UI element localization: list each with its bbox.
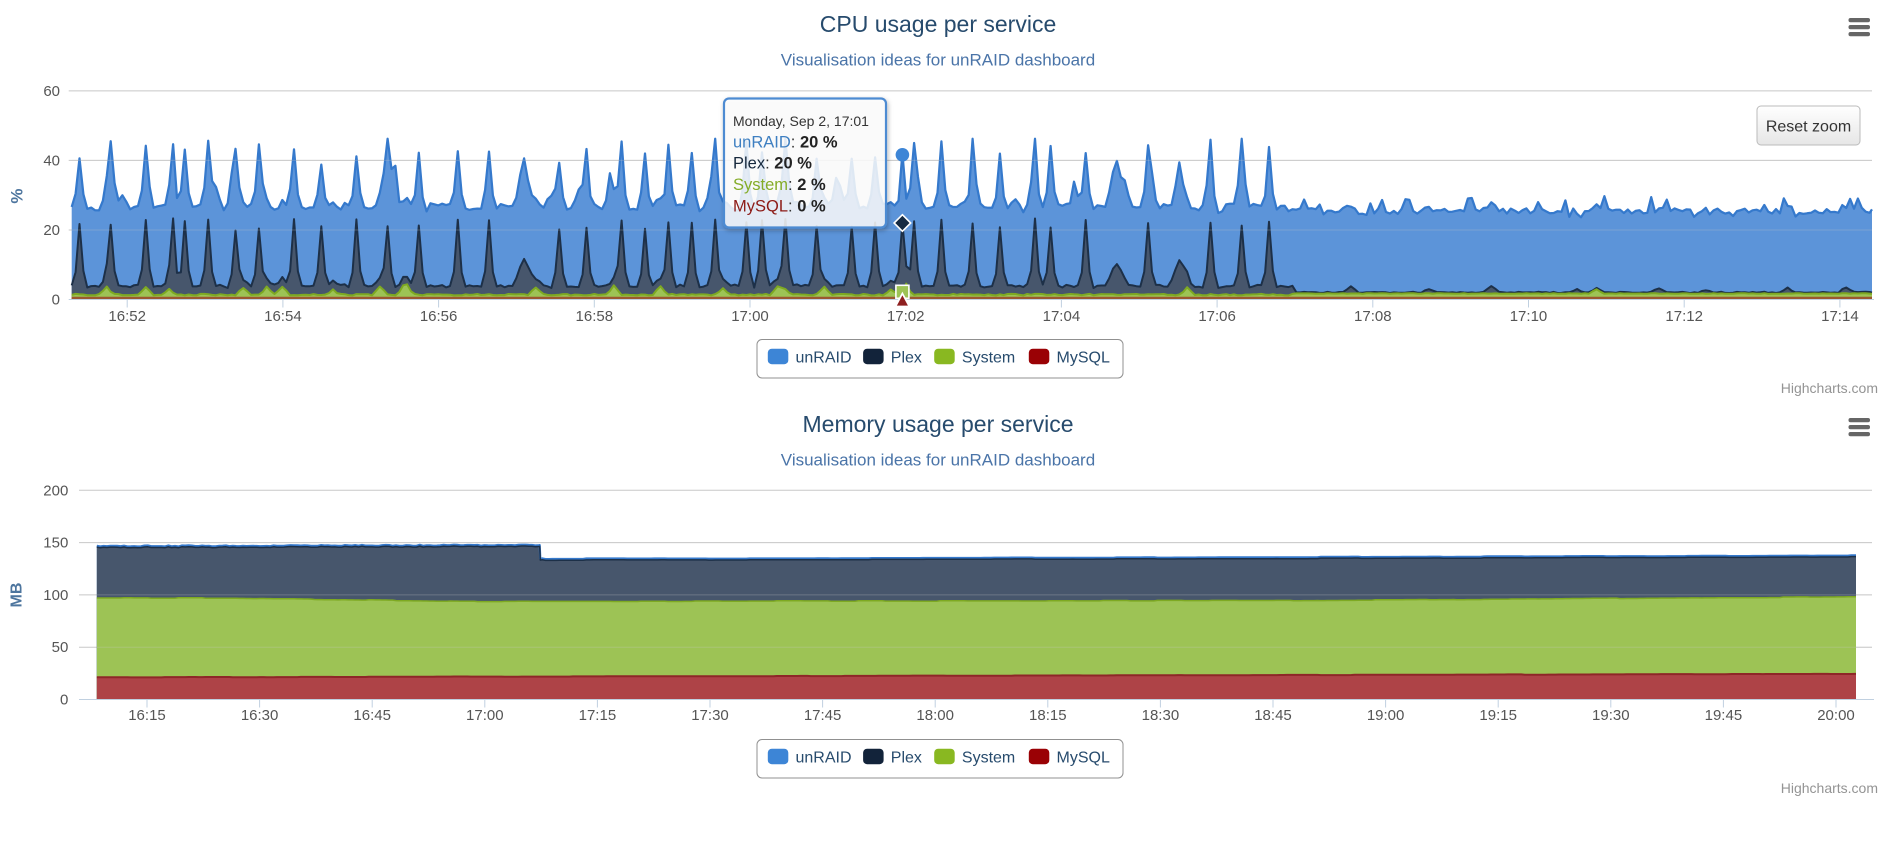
svg-text:40: 40 — [43, 152, 60, 169]
svg-text:17:30: 17:30 — [691, 707, 729, 724]
svg-text:Visualisation ideas for unRAID: Visualisation ideas for unRAID dashboard — [781, 451, 1095, 470]
svg-text:17:10: 17:10 — [1510, 308, 1548, 325]
svg-text:0: 0 — [60, 692, 68, 709]
svg-text:18:15: 18:15 — [1029, 707, 1067, 724]
svg-text:18:00: 18:00 — [916, 707, 954, 724]
svg-text:Plex: Plex — [891, 350, 922, 367]
svg-text:unRAID: unRAID — [796, 350, 852, 367]
svg-text:17:04: 17:04 — [1043, 308, 1081, 325]
svg-text:16:58: 16:58 — [576, 308, 614, 325]
svg-text:150: 150 — [43, 535, 68, 552]
svg-text:16:54: 16:54 — [264, 308, 302, 325]
svg-text:Visualisation ideas for unRAID: Visualisation ideas for unRAID dashboard — [781, 51, 1095, 70]
svg-text:MySQL: MySQL — [1057, 350, 1110, 367]
svg-text:16:30: 16:30 — [241, 707, 279, 724]
svg-text:System: System — [962, 350, 1015, 367]
svg-text:MB: MB — [9, 583, 26, 608]
svg-text:Monday, Sep 2, 17:01: Monday, Sep 2, 17:01 — [733, 113, 869, 129]
svg-text:unRAID: 20 %: unRAID: 20 % — [733, 134, 838, 152]
svg-text:Highcharts.com: Highcharts.com — [1781, 380, 1878, 396]
svg-text:CPU usage per service: CPU usage per service — [820, 11, 1057, 37]
svg-text:16:15: 16:15 — [128, 707, 166, 724]
svg-text:Highcharts.com: Highcharts.com — [1781, 780, 1878, 796]
svg-text:200: 200 — [43, 482, 68, 499]
svg-text:50: 50 — [52, 639, 69, 656]
svg-text:System: System — [962, 750, 1015, 767]
svg-text:Memory usage per service: Memory usage per service — [803, 411, 1074, 437]
svg-text:17:15: 17:15 — [579, 707, 617, 724]
svg-text:19:00: 19:00 — [1367, 707, 1405, 724]
svg-text:19:15: 19:15 — [1479, 707, 1517, 724]
svg-text:17:45: 17:45 — [804, 707, 842, 724]
svg-text:16:45: 16:45 — [353, 707, 391, 724]
svg-text:17:08: 17:08 — [1354, 308, 1392, 325]
svg-text:MySQL: MySQL — [1057, 750, 1110, 767]
svg-text:17:06: 17:06 — [1198, 308, 1236, 325]
svg-text:System: 2 %: System: 2 % — [733, 176, 826, 194]
svg-text:%: % — [8, 188, 27, 203]
svg-text:MySQL: 0 %: MySQL: 0 % — [733, 198, 826, 216]
svg-text:100: 100 — [43, 587, 68, 604]
svg-text:18:30: 18:30 — [1142, 707, 1180, 724]
svg-text:Plex: 20 %: Plex: 20 % — [733, 155, 812, 173]
svg-text:17:12: 17:12 — [1665, 308, 1703, 325]
svg-text:18:45: 18:45 — [1254, 707, 1292, 724]
svg-text:19:45: 19:45 — [1705, 707, 1743, 724]
svg-text:19:30: 19:30 — [1592, 707, 1630, 724]
svg-text:Plex: Plex — [891, 750, 922, 767]
svg-text:17:00: 17:00 — [466, 707, 504, 724]
svg-text:20:00: 20:00 — [1817, 707, 1855, 724]
svg-text:0: 0 — [52, 292, 60, 309]
svg-text:16:52: 16:52 — [108, 308, 146, 325]
svg-text:17:02: 17:02 — [887, 308, 925, 325]
svg-text:Reset zoom: Reset zoom — [1766, 119, 1851, 136]
svg-text:17:14: 17:14 — [1821, 308, 1859, 325]
svg-text:unRAID: unRAID — [796, 750, 852, 767]
svg-text:20: 20 — [43, 222, 60, 239]
svg-text:17:00: 17:00 — [731, 308, 769, 325]
svg-text:16:56: 16:56 — [420, 308, 458, 325]
svg-text:60: 60 — [43, 83, 60, 100]
